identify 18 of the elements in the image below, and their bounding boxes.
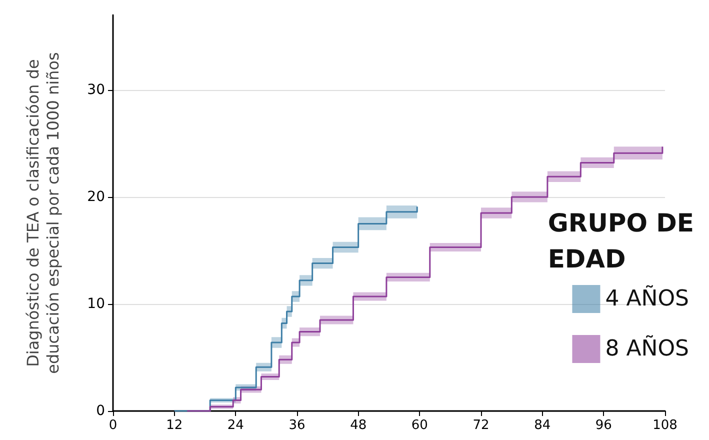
legend-label: 4 AÑOS <box>605 284 690 312</box>
legend-title: GRUPO DE EDAD <box>548 208 694 274</box>
x-tick-label: 12 <box>166 418 183 433</box>
x-tick-label: 48 <box>350 418 367 433</box>
x-tick-label: 84 <box>534 418 551 433</box>
legend-label: 8 AÑOS <box>605 334 690 362</box>
y-tick-label: 30 <box>87 82 105 98</box>
x-tick-label: 96 <box>595 418 612 433</box>
y-axis-title: Diagnóstico de TEA o clasificacióon de educación especial por cada 1000 niños <box>24 52 62 374</box>
y-tick-label: 10 <box>87 296 105 312</box>
y-tick-label: 0 <box>96 403 105 419</box>
x-tick-label: 108 <box>652 418 678 433</box>
x-tick-label: 24 <box>227 418 244 433</box>
x-tick-label: 72 <box>472 418 490 433</box>
y-tick-label: 20 <box>87 188 105 205</box>
x-tick-label: 0 <box>108 418 118 433</box>
x-tick-label: 60 <box>411 418 428 433</box>
x-tick-label: 36 <box>288 418 306 433</box>
